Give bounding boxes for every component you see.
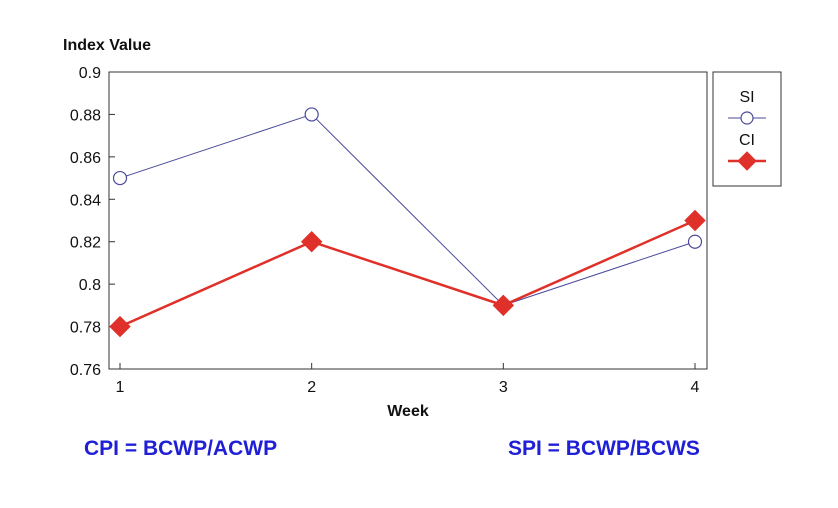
data-point-si — [687, 234, 703, 249]
series-layer — [109, 107, 706, 338]
series-line-si — [119, 113, 696, 306]
y-tick-label: 0.86 — [70, 150, 101, 167]
legend-label-si: SI — [739, 89, 754, 106]
x-axis-label: Week — [387, 403, 429, 420]
data-point-si — [304, 107, 319, 122]
series-line-ci — [119, 219, 696, 328]
y-tick-label: 0.82 — [70, 235, 101, 252]
spi-formula: SPI = BCWP/BCWS — [508, 437, 700, 460]
plot-area — [108, 71, 708, 370]
data-point-si — [112, 170, 128, 186]
cpi-formula: CPI = BCWP/ACWP — [84, 437, 278, 460]
x-tick-label: 4 — [691, 379, 700, 396]
x-axis: 1 2 3 4 — [116, 363, 700, 396]
x-tick-label: 1 — [116, 379, 125, 396]
data-point-ci — [300, 231, 323, 253]
x-tick-label: 2 — [307, 379, 316, 396]
y-axis-label: Index Value — [63, 37, 151, 54]
y-tick-label: 0.78 — [70, 320, 101, 337]
data-point-ci — [684, 209, 706, 232]
y-tick-label: 0.88 — [70, 107, 101, 124]
x-tick-label: 3 — [499, 379, 508, 396]
y-tick-label: 0.76 — [70, 362, 101, 379]
y-tick-label: 0.8 — [79, 277, 101, 294]
y-tick-label: 0.84 — [70, 192, 101, 209]
y-tick-label: 0.9 — [79, 65, 101, 82]
data-point-ci — [109, 315, 131, 338]
legend-label-ci: CI — [739, 132, 755, 149]
legend-marker-ci — [737, 151, 757, 171]
y-axis: 0.76 0.78 0.8 0.82 0.84 0.86 0.88 0.9 — [70, 65, 115, 379]
data-point-ci — [492, 294, 515, 317]
legend-marker-si — [740, 111, 754, 125]
legend: SI CI — [712, 71, 782, 187]
